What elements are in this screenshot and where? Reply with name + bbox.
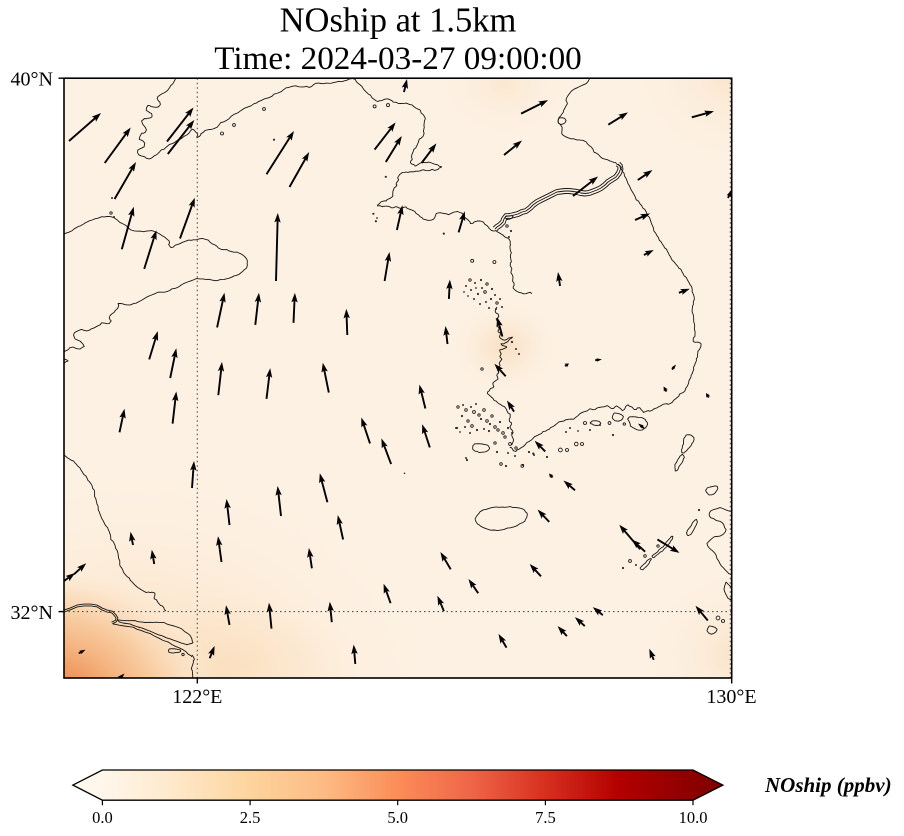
svg-text:122°E: 122°E <box>172 686 222 708</box>
svg-text:32°N: 32°N <box>11 602 53 624</box>
svg-text:40°N: 40°N <box>11 69 53 91</box>
svg-text:NOship at 1.5km: NOship at 1.5km <box>280 2 517 40</box>
svg-text:0.0: 0.0 <box>92 808 113 827</box>
svg-text:NOship (ppbv): NOship (ppbv) <box>764 773 892 797</box>
svg-text:2.5: 2.5 <box>240 808 261 827</box>
svg-text:10.0: 10.0 <box>679 808 708 827</box>
svg-text:Time: 2024-03-27 09:00:00: Time: 2024-03-27 09:00:00 <box>214 40 582 77</box>
svg-text:7.5: 7.5 <box>535 808 556 827</box>
svg-text:5.0: 5.0 <box>387 808 408 827</box>
svg-text:130°E: 130°E <box>706 686 756 708</box>
